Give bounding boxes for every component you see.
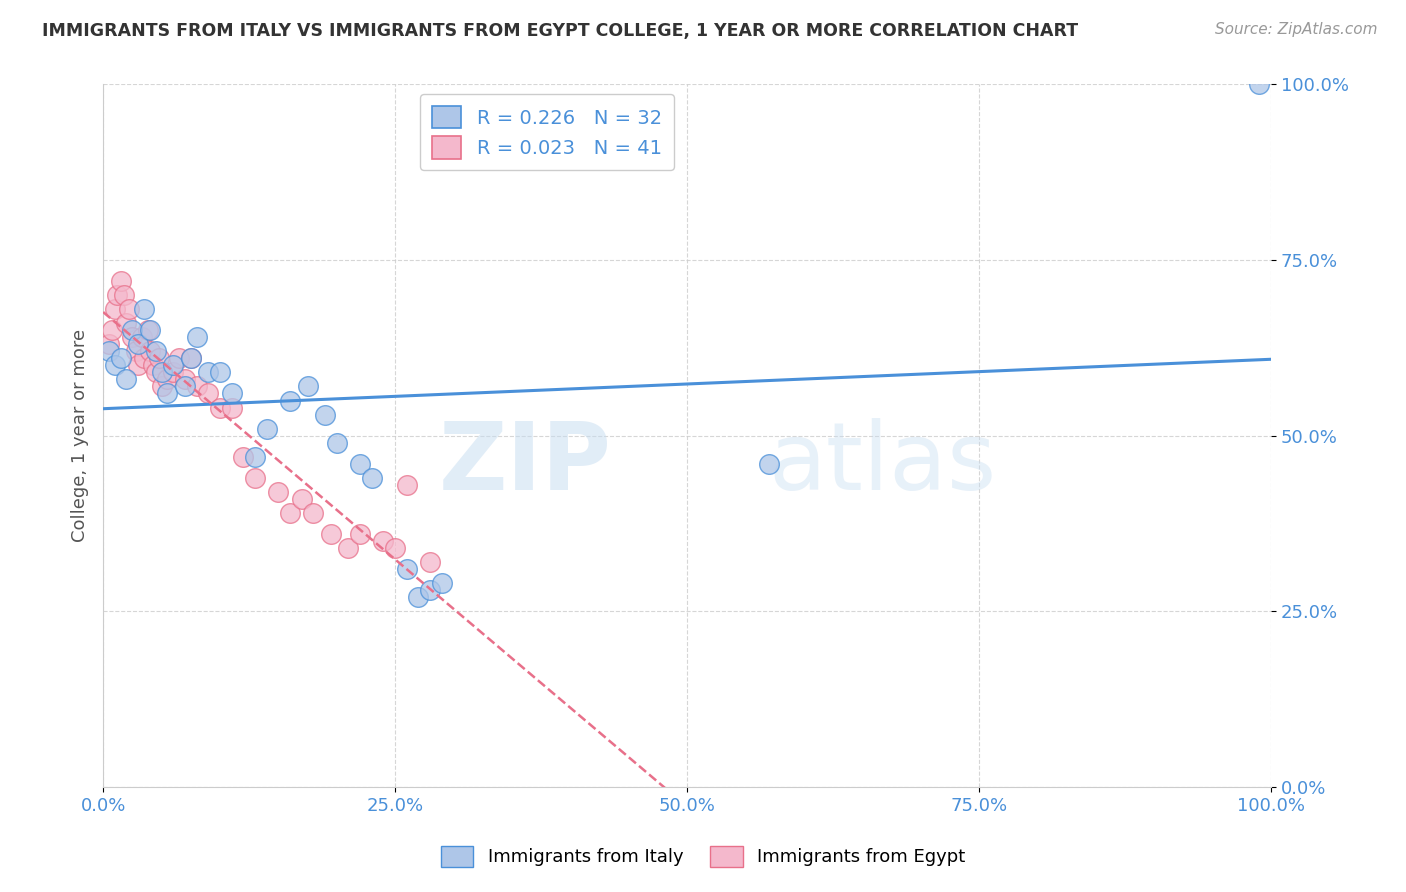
Point: [325, 435, 347, 450]
Point: [314, 408, 336, 422]
Point: [156, 386, 179, 401]
Point: [167, 351, 190, 366]
Point: [115, 372, 138, 386]
Text: Source: ZipAtlas.com: Source: ZipAtlas.com: [1215, 22, 1378, 37]
Point: [384, 541, 406, 555]
Point: [360, 471, 382, 485]
Point: [395, 478, 418, 492]
Point: [127, 359, 149, 373]
Point: [105, 288, 128, 302]
Point: [139, 344, 162, 359]
Point: [110, 274, 132, 288]
Point: [162, 359, 184, 373]
Point: [98, 344, 121, 359]
Point: [419, 583, 441, 598]
Point: [221, 386, 243, 401]
Point: [98, 337, 121, 351]
Point: [419, 555, 441, 569]
Point: [121, 323, 143, 337]
Point: [186, 379, 208, 393]
Point: [118, 302, 141, 317]
Point: [127, 337, 149, 351]
Point: [349, 457, 371, 471]
Point: [125, 344, 148, 359]
Point: [145, 344, 167, 359]
Point: [145, 366, 167, 380]
Point: [180, 351, 202, 366]
Point: [173, 379, 195, 393]
Point: [232, 450, 254, 464]
Y-axis label: College, 1 year or more: College, 1 year or more: [72, 329, 89, 542]
Text: atlas: atlas: [769, 417, 997, 509]
Point: [148, 351, 170, 366]
Point: [278, 393, 301, 408]
Point: [758, 457, 780, 471]
Point: [208, 401, 231, 415]
Point: [112, 288, 135, 302]
Point: [197, 386, 219, 401]
Point: [121, 330, 143, 344]
Point: [1249, 78, 1271, 92]
Point: [243, 471, 266, 485]
Point: [131, 330, 153, 344]
Point: [267, 484, 290, 499]
Point: [136, 323, 159, 337]
Point: [115, 316, 138, 330]
Point: [221, 401, 243, 415]
Point: [297, 379, 319, 393]
Point: [104, 302, 127, 317]
Point: [101, 323, 124, 337]
Text: IMMIGRANTS FROM ITALY VS IMMIGRANTS FROM EGYPT COLLEGE, 1 YEAR OR MORE CORRELATI: IMMIGRANTS FROM ITALY VS IMMIGRANTS FROM…: [42, 22, 1078, 40]
Point: [142, 359, 165, 373]
Point: [319, 527, 342, 541]
Point: [430, 576, 453, 591]
Point: [349, 527, 371, 541]
Point: [408, 590, 430, 604]
Point: [208, 366, 231, 380]
Point: [110, 351, 132, 366]
Point: [132, 302, 155, 317]
Point: [150, 366, 173, 380]
Point: [173, 372, 195, 386]
Point: [150, 379, 173, 393]
Point: [186, 330, 208, 344]
Point: [291, 491, 314, 506]
Point: [302, 506, 325, 520]
Point: [243, 450, 266, 464]
Point: [139, 323, 162, 337]
Legend: R = 0.226   N = 32, R = 0.023   N = 41: R = 0.226 N = 32, R = 0.023 N = 41: [420, 95, 673, 170]
Point: [156, 372, 179, 386]
Point: [162, 366, 184, 380]
Point: [337, 541, 360, 555]
Legend: Immigrants from Italy, Immigrants from Egypt: Immigrants from Italy, Immigrants from E…: [433, 838, 973, 874]
Point: [256, 422, 278, 436]
Point: [104, 359, 127, 373]
Point: [180, 351, 202, 366]
Point: [132, 351, 155, 366]
Text: ZIP: ZIP: [439, 417, 612, 509]
Point: [395, 562, 418, 576]
Point: [373, 534, 395, 549]
Point: [197, 366, 219, 380]
Point: [278, 506, 301, 520]
